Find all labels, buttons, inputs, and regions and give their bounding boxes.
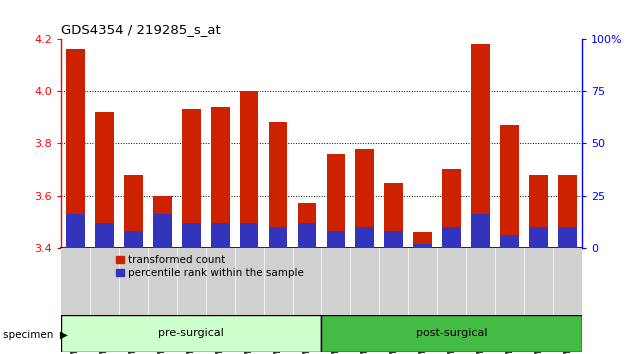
Text: GDS4354 / 219285_s_at: GDS4354 / 219285_s_at xyxy=(61,23,221,36)
Bar xyxy=(356,149,374,248)
Bar xyxy=(322,315,582,352)
Bar xyxy=(297,223,317,248)
Text: post-surgical: post-surgical xyxy=(416,329,488,338)
Bar xyxy=(269,227,287,248)
Bar xyxy=(240,91,258,248)
Bar xyxy=(558,227,577,248)
Bar xyxy=(95,112,113,248)
Bar xyxy=(442,170,461,248)
Bar xyxy=(297,204,317,248)
Bar xyxy=(269,122,287,248)
Bar xyxy=(66,49,85,248)
Bar xyxy=(529,175,548,248)
Text: pre-surgical: pre-surgical xyxy=(158,329,224,338)
Legend: transformed count, percentile rank within the sample: transformed count, percentile rank withi… xyxy=(115,255,304,278)
Bar xyxy=(558,175,577,248)
Bar xyxy=(385,183,403,248)
Bar xyxy=(385,231,403,248)
Bar xyxy=(500,235,519,248)
Bar xyxy=(153,215,172,248)
Bar xyxy=(211,223,229,248)
Bar xyxy=(413,244,432,248)
Bar xyxy=(61,315,322,352)
Bar xyxy=(442,227,461,248)
Bar xyxy=(124,231,143,248)
Bar xyxy=(66,215,85,248)
Bar xyxy=(182,223,201,248)
Text: specimen  ▶: specimen ▶ xyxy=(3,330,68,339)
Bar xyxy=(95,223,113,248)
Bar xyxy=(529,227,548,248)
Bar xyxy=(182,109,201,248)
Bar xyxy=(500,125,519,248)
Bar xyxy=(471,215,490,248)
Bar xyxy=(326,231,345,248)
Bar xyxy=(356,227,374,248)
Bar xyxy=(211,107,229,248)
Bar xyxy=(413,232,432,248)
Bar xyxy=(471,44,490,248)
Bar xyxy=(240,223,258,248)
Bar xyxy=(153,195,172,248)
Bar xyxy=(326,154,345,248)
Bar xyxy=(124,175,143,248)
